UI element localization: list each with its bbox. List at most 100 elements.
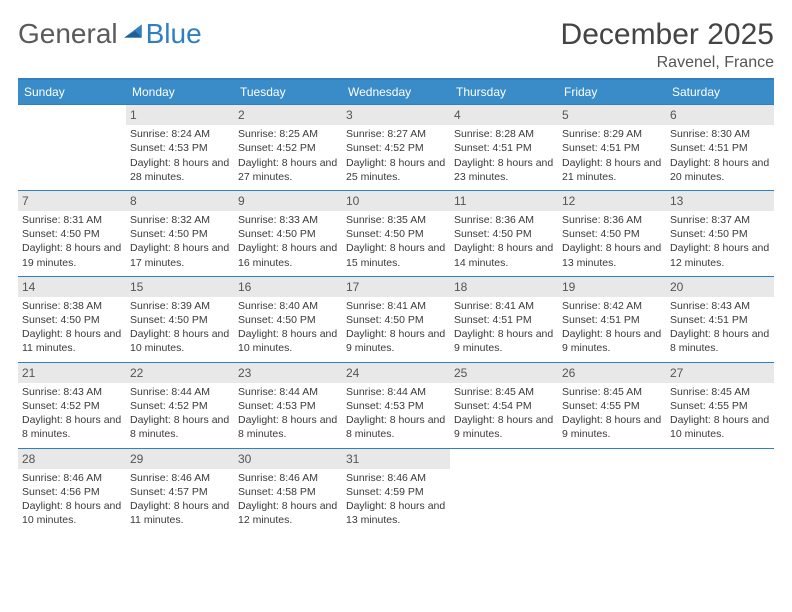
calendar-cell: 28Sunrise: 8:46 AMSunset: 4:56 PMDayligh…: [18, 448, 126, 534]
sunrise-text: Sunrise: 8:43 AM: [670, 299, 770, 313]
daylight-text: Daylight: 8 hours and 9 minutes.: [454, 413, 554, 441]
daylight-text: Daylight: 8 hours and 9 minutes.: [454, 327, 554, 355]
brand-triangle-icon: [122, 20, 144, 42]
sunrise-text: Sunrise: 8:44 AM: [238, 385, 338, 399]
daylight-text: Daylight: 8 hours and 11 minutes.: [22, 327, 122, 355]
calendar-grid: SundayMondayTuesdayWednesdayThursdayFrid…: [18, 78, 774, 533]
sunrise-text: Sunrise: 8:29 AM: [562, 127, 662, 141]
calendar-cell: [558, 448, 666, 534]
sunset-text: Sunset: 4:50 PM: [562, 227, 662, 241]
day-header: Wednesday: [342, 80, 450, 104]
sunrise-text: Sunrise: 8:30 AM: [670, 127, 770, 141]
sunrise-text: Sunrise: 8:46 AM: [346, 471, 446, 485]
sunset-text: Sunset: 4:50 PM: [130, 313, 230, 327]
sunset-text: Sunset: 4:53 PM: [238, 399, 338, 413]
day-number: 27: [666, 363, 774, 383]
calendar-cell: [18, 104, 126, 190]
calendar-cell: [450, 448, 558, 534]
daylight-text: Daylight: 8 hours and 28 minutes.: [130, 156, 230, 184]
daylight-text: Daylight: 8 hours and 21 minutes.: [562, 156, 662, 184]
sunset-text: Sunset: 4:51 PM: [670, 313, 770, 327]
sunset-text: Sunset: 4:52 PM: [22, 399, 122, 413]
day-number: 9: [234, 191, 342, 211]
calendar-cell: 25Sunrise: 8:45 AMSunset: 4:54 PMDayligh…: [450, 362, 558, 448]
day-number: 7: [18, 191, 126, 211]
calendar-cell: 9 Sunrise: 8:33 AMSunset: 4:50 PMDaylight…: [234, 190, 342, 276]
sunrise-text: Sunrise: 8:46 AM: [238, 471, 338, 485]
sunset-text: Sunset: 4:51 PM: [562, 313, 662, 327]
sunrise-text: Sunrise: 8:41 AM: [346, 299, 446, 313]
day-number: 6: [666, 105, 774, 125]
calendar-cell: 10Sunrise: 8:35 AMSunset: 4:50 PMDayligh…: [342, 190, 450, 276]
day-number: 11: [450, 191, 558, 211]
sunset-text: Sunset: 4:55 PM: [670, 399, 770, 413]
sunset-text: Sunset: 4:50 PM: [238, 313, 338, 327]
day-number: 8: [126, 191, 234, 211]
calendar-cell: 14Sunrise: 8:38 AMSunset: 4:50 PMDayligh…: [18, 276, 126, 362]
day-number: 17: [342, 277, 450, 297]
calendar-cell: 20Sunrise: 8:43 AMSunset: 4:51 PMDayligh…: [666, 276, 774, 362]
sunrise-text: Sunrise: 8:36 AM: [562, 213, 662, 227]
sunset-text: Sunset: 4:51 PM: [454, 141, 554, 155]
calendar-cell: 27Sunrise: 8:45 AMSunset: 4:55 PMDayligh…: [666, 362, 774, 448]
sunrise-text: Sunrise: 8:40 AM: [238, 299, 338, 313]
calendar-cell: 24Sunrise: 8:44 AMSunset: 4:53 PMDayligh…: [342, 362, 450, 448]
sunrise-text: Sunrise: 8:24 AM: [130, 127, 230, 141]
daylight-text: Daylight: 8 hours and 13 minutes.: [562, 241, 662, 269]
sunset-text: Sunset: 4:52 PM: [238, 141, 338, 155]
calendar-cell: 2Sunrise: 8:25 AMSunset: 4:52 PMDaylight…: [234, 104, 342, 190]
calendar-cell: 5Sunrise: 8:29 AMSunset: 4:51 PMDaylight…: [558, 104, 666, 190]
sunrise-text: Sunrise: 8:44 AM: [346, 385, 446, 399]
daylight-text: Daylight: 8 hours and 20 minutes.: [670, 156, 770, 184]
calendar-cell: [666, 448, 774, 534]
day-number: 12: [558, 191, 666, 211]
daylight-text: Daylight: 8 hours and 11 minutes.: [130, 499, 230, 527]
daylight-text: Daylight: 8 hours and 8 minutes.: [238, 413, 338, 441]
day-header: Sunday: [18, 80, 126, 104]
title-block: December 2025 Ravenel, France: [561, 18, 774, 72]
day-number: 29: [126, 449, 234, 469]
daylight-text: Daylight: 8 hours and 19 minutes.: [22, 241, 122, 269]
sunrise-text: Sunrise: 8:33 AM: [238, 213, 338, 227]
sunset-text: Sunset: 4:51 PM: [670, 141, 770, 155]
sunset-text: Sunset: 4:57 PM: [130, 485, 230, 499]
sunrise-text: Sunrise: 8:27 AM: [346, 127, 446, 141]
brand-logo: General Blue: [18, 18, 202, 50]
daylight-text: Daylight: 8 hours and 10 minutes.: [22, 499, 122, 527]
day-number: 26: [558, 363, 666, 383]
calendar-cell: 21Sunrise: 8:43 AMSunset: 4:52 PMDayligh…: [18, 362, 126, 448]
calendar-cell: 12 Sunrise: 8:36 AMSunset: 4:50 PMDayligh…: [558, 190, 666, 276]
daylight-text: Daylight: 8 hours and 8 minutes.: [346, 413, 446, 441]
day-number: 25: [450, 363, 558, 383]
calendar-cell: 6 Sunrise: 8:30 AMSunset: 4:51 PMDaylight…: [666, 104, 774, 190]
sunset-text: Sunset: 4:50 PM: [454, 227, 554, 241]
day-number: 20: [666, 277, 774, 297]
location-subtitle: Ravenel, France: [561, 54, 774, 72]
day-number: 15: [126, 277, 234, 297]
day-number: 4: [450, 105, 558, 125]
day-number: 24: [342, 363, 450, 383]
page-title: December 2025: [561, 18, 774, 52]
day-number: 13: [666, 191, 774, 211]
sunset-text: Sunset: 4:58 PM: [238, 485, 338, 499]
daylight-text: Daylight: 8 hours and 16 minutes.: [238, 241, 338, 269]
daylight-text: Daylight: 8 hours and 25 minutes.: [346, 156, 446, 184]
sunrise-text: Sunrise: 8:28 AM: [454, 127, 554, 141]
day-number: 30: [234, 449, 342, 469]
calendar-cell: 19Sunrise: 8:42 AMSunset: 4:51 PMDayligh…: [558, 276, 666, 362]
sunset-text: Sunset: 4:52 PM: [346, 141, 446, 155]
header: General Blue December 2025 Ravenel, Fran…: [18, 18, 774, 72]
sunset-text: Sunset: 4:50 PM: [130, 227, 230, 241]
day-number: 21: [18, 363, 126, 383]
daylight-text: Daylight: 8 hours and 8 minutes.: [130, 413, 230, 441]
calendar-cell: 11Sunrise: 8:36 AMSunset: 4:50 PMDayligh…: [450, 190, 558, 276]
day-number: 2: [234, 105, 342, 125]
calendar-cell: 31Sunrise: 8:46 AMSunset: 4:59 PMDayligh…: [342, 448, 450, 534]
sunset-text: Sunset: 4:50 PM: [238, 227, 338, 241]
calendar-cell: 22Sunrise: 8:44 AMSunset: 4:52 PMDayligh…: [126, 362, 234, 448]
sunset-text: Sunset: 4:56 PM: [22, 485, 122, 499]
day-number: 1: [126, 105, 234, 125]
brand-part1: General: [18, 18, 118, 50]
daylight-text: Daylight: 8 hours and 27 minutes.: [238, 156, 338, 184]
sunset-text: Sunset: 4:51 PM: [454, 313, 554, 327]
